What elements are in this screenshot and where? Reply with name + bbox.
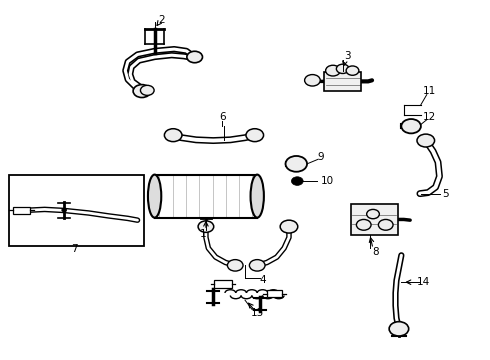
Circle shape [346, 66, 359, 75]
Bar [155, 175, 257, 218]
Text: 8: 8 [372, 247, 379, 257]
Text: 1: 1 [200, 229, 207, 239]
Bar [267, 291, 282, 297]
Circle shape [326, 65, 340, 76]
Text: 2: 2 [159, 15, 165, 26]
Circle shape [292, 177, 303, 185]
Text: 10: 10 [320, 176, 334, 186]
Circle shape [389, 321, 409, 336]
Text: 4: 4 [259, 275, 266, 285]
Circle shape [356, 220, 371, 230]
Text: 7: 7 [71, 244, 77, 254]
Text: 11: 11 [423, 86, 436, 96]
Text: 3: 3 [344, 51, 351, 61]
Circle shape [198, 221, 214, 232]
Circle shape [305, 75, 320, 86]
Circle shape [336, 64, 349, 73]
Bar [324, 72, 361, 91]
Circle shape [401, 119, 421, 134]
Ellipse shape [148, 175, 161, 218]
Bar [9, 175, 144, 246]
Text: 6: 6 [220, 112, 226, 122]
Circle shape [286, 156, 307, 172]
Circle shape [249, 260, 265, 271]
Text: 12: 12 [423, 112, 436, 122]
Circle shape [133, 85, 151, 98]
Text: 9: 9 [318, 152, 324, 162]
Circle shape [280, 220, 298, 233]
Text: 5: 5 [442, 189, 449, 199]
Circle shape [246, 129, 264, 141]
Circle shape [367, 210, 379, 219]
Bar [215, 280, 232, 288]
Text: 13: 13 [251, 309, 264, 318]
Circle shape [164, 129, 182, 141]
Text: 14: 14 [417, 277, 430, 287]
Ellipse shape [250, 175, 264, 218]
Circle shape [417, 134, 435, 147]
Circle shape [378, 220, 393, 230]
Bar [351, 204, 398, 235]
Circle shape [62, 208, 67, 212]
Bar [13, 207, 30, 214]
Circle shape [141, 85, 154, 95]
Circle shape [187, 51, 202, 63]
Circle shape [227, 260, 243, 271]
